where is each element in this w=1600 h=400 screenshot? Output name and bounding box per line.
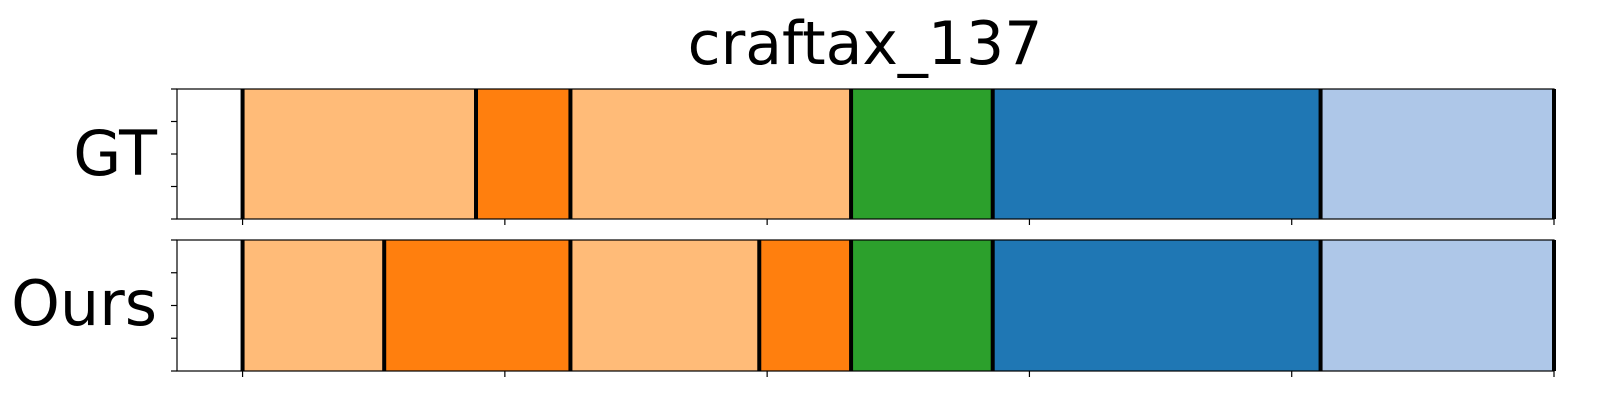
segment-gt-1 — [476, 89, 571, 219]
segment-ours-1 — [384, 240, 571, 371]
segment-ours-0 — [242, 240, 385, 371]
row-gt: GT — [73, 88, 1556, 225]
segment-ours-4 — [851, 240, 993, 371]
segment-gt-2 — [570, 89, 852, 219]
segment-ours-5 — [992, 240, 1321, 371]
row-label-gt: GT — [73, 117, 158, 190]
segment-gt-0 — [242, 89, 477, 219]
chart-title: craftax_137 — [688, 9, 1043, 79]
row-label-ours: Ours — [11, 267, 157, 340]
segment-ours-6 — [1320, 240, 1554, 371]
segment-gt-3 — [851, 89, 993, 219]
rows-layer: GT Ours — [11, 88, 1556, 377]
segment-gt-4 — [992, 89, 1321, 219]
segment-ours-2 — [570, 240, 760, 371]
segment-gt-5 — [1320, 89, 1554, 219]
segment-ours-3 — [759, 240, 852, 371]
row-ours: Ours — [11, 239, 1556, 377]
